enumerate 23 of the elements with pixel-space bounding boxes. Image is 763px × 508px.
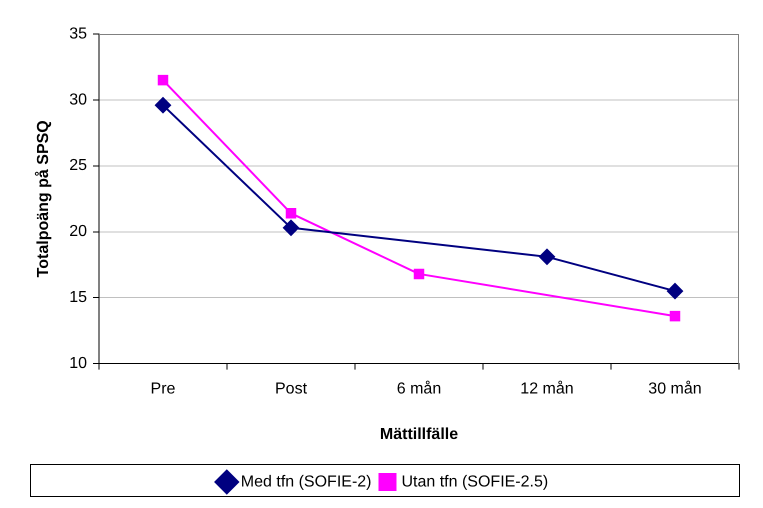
x-tick-label: 12 mån	[520, 380, 574, 398]
y-tick-label: 20	[69, 223, 88, 240]
x-tick-label: 30 mån	[648, 380, 702, 398]
legend-label: Med tfn (SOFIE-2)	[240, 473, 372, 490]
y-tick-label: 25	[69, 157, 88, 174]
point	[539, 248, 555, 265]
y-axis-title: Totalpoäng på SPSQ	[34, 120, 52, 278]
point	[286, 208, 296, 219]
x-tick-label: Pre	[150, 380, 176, 398]
legend-label: Utan tfn (SOFIE-2.5)	[401, 473, 548, 490]
y-tick-label: 35	[69, 25, 88, 42]
point	[667, 283, 683, 300]
y-tick-label: 10	[69, 355, 88, 372]
x-tick-label: Post	[274, 380, 308, 398]
x-axis-title: Mättillfälle	[380, 426, 458, 443]
point	[154, 97, 171, 114]
point	[414, 268, 424, 280]
y-tick-label: 15	[69, 289, 88, 306]
point	[670, 310, 680, 322]
point	[158, 74, 168, 86]
y-tick-label: 30	[69, 91, 88, 108]
x-tick-label: 6 mån	[396, 380, 442, 398]
point	[283, 220, 299, 236]
